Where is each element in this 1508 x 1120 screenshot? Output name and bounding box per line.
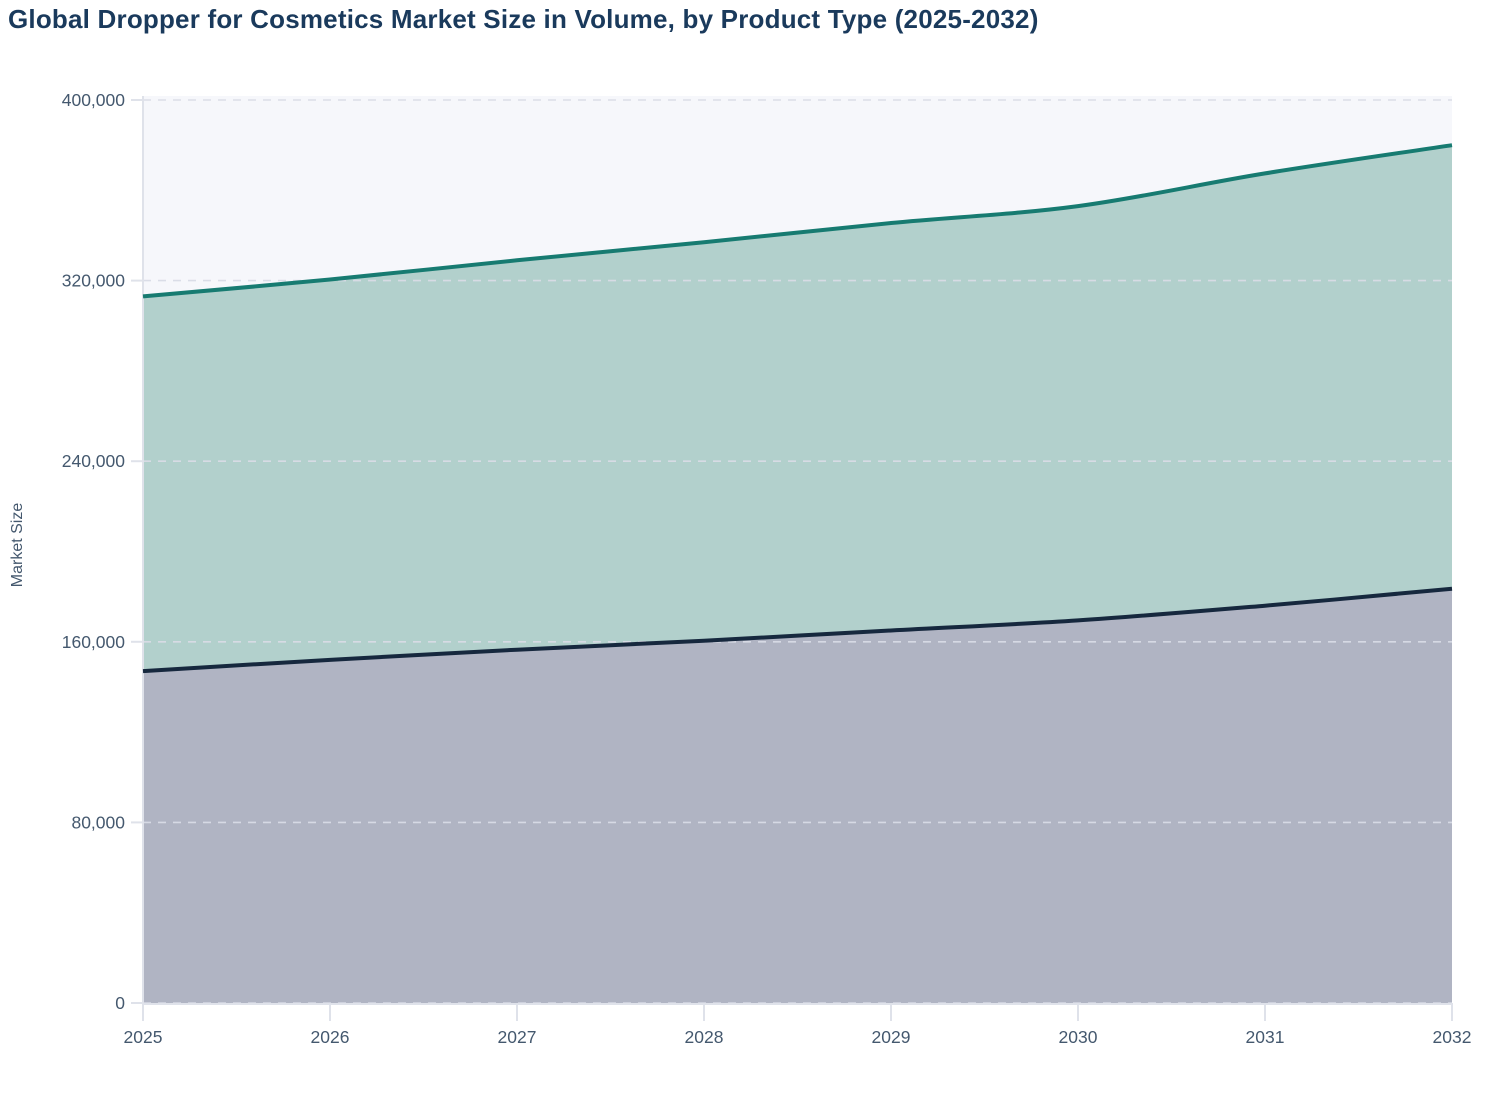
axis-lines — [131, 96, 1453, 1021]
x-tick-label: 2029 — [872, 1027, 911, 1047]
y-axis-title: Market Size — [9, 502, 26, 588]
chart-title: Global Dropper for Cosmetics Market Size… — [8, 4, 1039, 34]
y-tick-label: 160,000 — [62, 632, 126, 652]
series-lines — [142, 143, 1453, 674]
bottom-band-fill — [143, 588, 1452, 1003]
y-tick-labels: 0 80,000 160,000 240,000 320,000 400,000 — [62, 90, 126, 1013]
x-tick-label: 2032 — [1433, 1027, 1472, 1047]
y-tick-label: 80,000 — [71, 812, 125, 832]
x-tick-label: 2030 — [1059, 1027, 1098, 1047]
x-tick-label: 2026 — [311, 1027, 350, 1047]
x-tick-labels: 2025 2026 2027 2028 2029 2030 2031 2032 — [124, 1027, 1472, 1047]
area-fills — [143, 145, 1452, 1003]
x-tick-label: 2031 — [1246, 1027, 1285, 1047]
y-tick-label: 240,000 — [62, 451, 126, 471]
y-tick-label: 0 — [115, 993, 125, 1013]
x-tick-label: 2025 — [124, 1027, 163, 1047]
y-tick-label: 400,000 — [62, 90, 126, 110]
x-tick-label: 2027 — [498, 1027, 537, 1047]
y-tick-label: 320,000 — [62, 271, 126, 291]
top-band-line — [142, 143, 1453, 299]
x-tick-label: 2028 — [685, 1027, 724, 1047]
bottom-band-line — [142, 586, 1453, 674]
